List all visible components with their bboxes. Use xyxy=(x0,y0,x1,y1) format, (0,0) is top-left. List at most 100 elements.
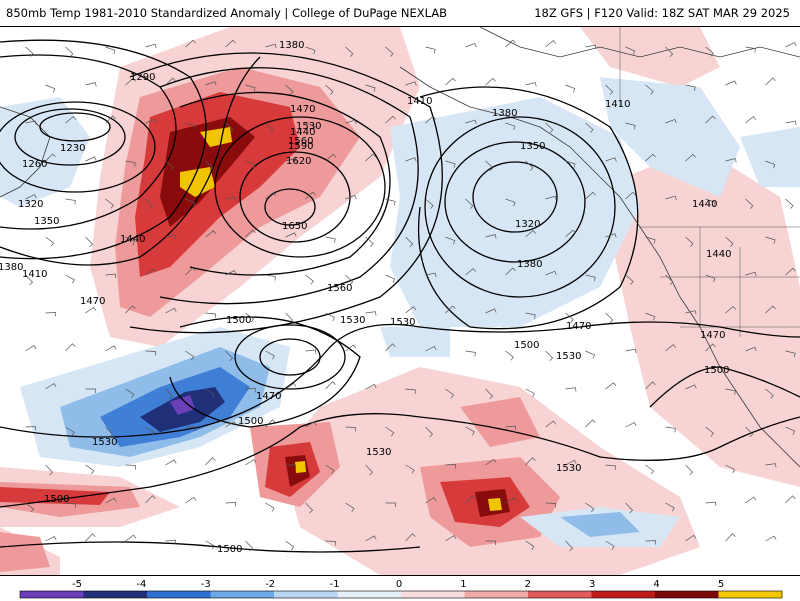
legend-tick-label: -2 xyxy=(265,579,275,590)
wind-barb xyxy=(325,312,335,322)
wind-barb xyxy=(465,198,474,210)
wind-barb xyxy=(125,236,135,246)
wind-barb xyxy=(505,425,517,431)
contour-label-1500: 1500 xyxy=(226,315,251,326)
wind-barb xyxy=(445,464,457,469)
wind-barb xyxy=(165,307,177,314)
wind-barb xyxy=(145,198,154,210)
wind-barb xyxy=(525,540,535,550)
wind-barb xyxy=(545,40,557,48)
wind-barb xyxy=(505,350,514,361)
wind-barb xyxy=(485,388,494,400)
wind-barb xyxy=(365,383,377,390)
wind-barb xyxy=(405,306,417,314)
wind-barb xyxy=(405,236,414,248)
wind-barb xyxy=(665,195,677,201)
wind-barb xyxy=(165,160,174,171)
wind-barb xyxy=(725,80,737,86)
legend-swatch xyxy=(464,591,529,598)
wind-barb xyxy=(245,540,254,552)
wind-barb xyxy=(245,160,256,169)
wind-barb xyxy=(25,194,37,200)
wind-barb xyxy=(45,312,57,317)
wind-barb xyxy=(565,312,574,323)
contour-label-1410-west: 1410 xyxy=(22,269,47,280)
wind-barb xyxy=(405,81,417,86)
wind-barb xyxy=(345,502,355,512)
wind-barb xyxy=(605,157,617,162)
contour-label-1620: 1620 xyxy=(286,156,311,167)
wind-barb xyxy=(765,463,777,468)
wind-barb xyxy=(145,426,155,436)
wind-barb xyxy=(505,122,516,131)
wind-barb xyxy=(45,383,57,390)
contour-label-1470-coast: 1470 xyxy=(700,330,725,341)
contour-label-1380: 1380 xyxy=(279,40,304,51)
legend-tick-label: 3 xyxy=(589,579,595,590)
wind-barb xyxy=(685,384,697,390)
wind-barb xyxy=(785,267,796,276)
wind-barb xyxy=(525,388,535,398)
wind-barb xyxy=(45,536,57,542)
wind-barb xyxy=(205,312,216,319)
wind-barb xyxy=(25,46,34,57)
wind-barb xyxy=(65,426,75,436)
wind-barb xyxy=(105,46,116,55)
wind-barb xyxy=(305,46,316,55)
wind-barb xyxy=(565,540,574,552)
wind-barb xyxy=(325,236,336,243)
wind-barb xyxy=(625,46,636,55)
contour-label-1530: 1530 xyxy=(340,315,365,326)
contour-label-1470-low: 1470 xyxy=(256,391,281,402)
wind-barb xyxy=(265,122,274,134)
wind-barb xyxy=(465,119,477,125)
wind-barb xyxy=(365,84,376,92)
wind-barb xyxy=(605,84,614,96)
legend-tick-label: 2 xyxy=(525,579,531,590)
contour-label-1650: 1650 xyxy=(282,221,307,232)
wind-barb xyxy=(285,312,294,324)
wind-barb xyxy=(785,198,794,209)
legend-swatch xyxy=(147,591,211,598)
legend-tick-label: -5 xyxy=(72,579,82,590)
contour-label-1410: 1410 xyxy=(407,96,432,107)
wind-barb xyxy=(705,198,716,207)
wind-barb xyxy=(265,502,275,512)
wind-barb xyxy=(65,116,77,124)
wind-barb xyxy=(785,42,797,48)
wind-barb xyxy=(25,502,35,513)
wind-barb xyxy=(605,382,617,390)
wind-barb xyxy=(505,39,516,48)
wind-barb xyxy=(345,119,357,125)
contour-label-1350-east: 1350 xyxy=(520,141,545,152)
wind-barb xyxy=(645,464,655,475)
wind-barb xyxy=(645,84,654,95)
contour-label-1530-west: 1530 xyxy=(92,437,117,448)
wind-barb xyxy=(285,382,297,390)
wind-barb xyxy=(305,122,316,131)
wind-barb xyxy=(425,426,434,438)
wind-barb xyxy=(625,122,636,130)
wind-barb xyxy=(265,350,275,360)
wind-barb xyxy=(65,46,74,57)
wind-barb xyxy=(45,153,56,162)
wind-barb xyxy=(485,458,497,466)
wind-barb xyxy=(325,84,334,95)
wind-barb xyxy=(565,229,576,238)
wind-barb xyxy=(445,160,456,168)
product-title: 850mb Temp 1981-2010 Standardized Anomal… xyxy=(6,6,448,20)
height-contours xyxy=(0,39,800,553)
wind-barb xyxy=(545,270,557,276)
wind-barb xyxy=(185,496,197,504)
wind-barb xyxy=(385,274,396,283)
legend-swatch xyxy=(337,591,402,598)
wind-barb xyxy=(485,540,496,545)
wind-barb xyxy=(605,464,616,470)
contour-label-1440-high: 1440 xyxy=(290,127,315,138)
wind-barb xyxy=(445,535,457,542)
legend-swatch xyxy=(401,591,465,598)
wind-barb xyxy=(785,495,796,504)
wind-barb xyxy=(565,160,576,168)
contour-label-1320: 1320 xyxy=(18,199,43,210)
